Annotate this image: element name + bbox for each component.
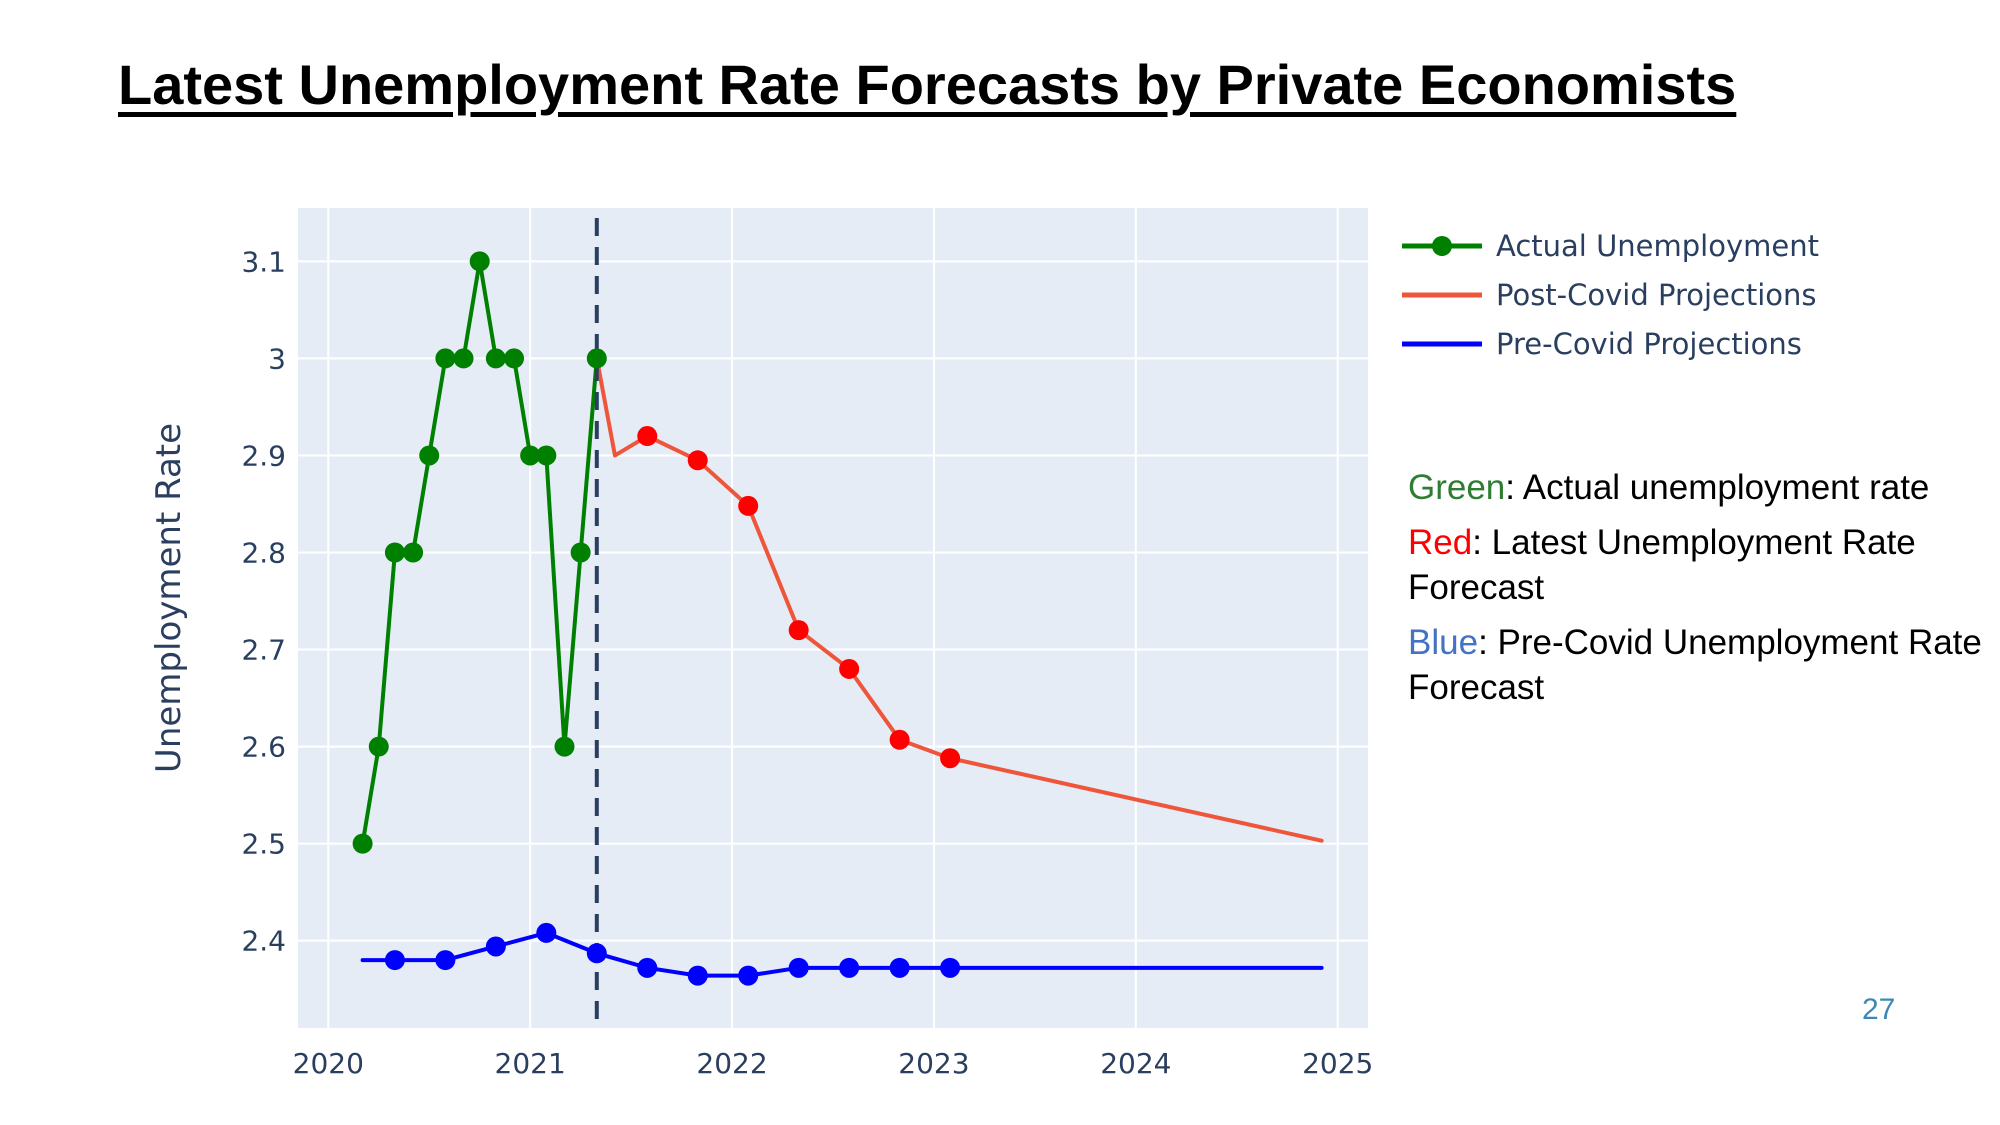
data-point-0: [419, 445, 440, 466]
data-point-4: [586, 943, 607, 964]
y-tick-label: 3.1: [241, 245, 286, 278]
data-point-0: [485, 348, 506, 369]
slide-title: Latest Unemployment Rate Forecasts by Pr…: [118, 53, 1737, 116]
color-key-annotations: Green: Actual unemployment rate Red: Lat…: [1408, 465, 1988, 720]
data-point-4: [536, 922, 557, 943]
y-tick-label: 2.6: [241, 731, 286, 764]
legend-swatch-marker: [1432, 236, 1452, 256]
legend-label: Post-Covid Projections: [1496, 278, 1817, 312]
data-point-4: [788, 957, 809, 978]
annotation-green: Green: Actual unemployment rate: [1408, 465, 1988, 510]
series-line-1: [594, 356, 1324, 843]
x-tick-label: 2021: [495, 1047, 566, 1080]
data-point-0: [520, 445, 541, 466]
data-point-0: [504, 348, 525, 369]
x-tick-label: 2023: [898, 1047, 969, 1080]
y-tick-label: 2.7: [241, 634, 286, 667]
data-point-4: [738, 965, 759, 986]
y-tick-label: 2.5: [241, 828, 286, 861]
data-point-2: [687, 450, 708, 471]
x-tick-label: 2024: [1100, 1047, 1171, 1080]
data-point-2: [788, 620, 809, 641]
data-point-0: [352, 833, 373, 854]
data-point-0: [586, 348, 607, 369]
data-point-0: [435, 348, 456, 369]
annotation-blue-key: Blue: [1408, 623, 1479, 662]
x-tick-label: 2025: [1302, 1047, 1373, 1080]
annotation-green-text: : Actual unemployment rate: [1505, 468, 1930, 507]
y-tick-label: 2.8: [241, 536, 286, 569]
legend-label: Pre-Covid Projections: [1496, 327, 1802, 361]
data-point-4: [940, 957, 961, 978]
annotation-green-key: Green: [1408, 468, 1506, 507]
data-point-0: [368, 736, 389, 757]
data-point-2: [889, 729, 910, 750]
data-point-4: [889, 957, 910, 978]
data-point-0: [536, 445, 557, 466]
data-point-2: [839, 658, 860, 679]
annotation-red-key: Red: [1408, 523, 1473, 562]
data-point-4: [687, 965, 708, 986]
data-point-4: [637, 957, 658, 978]
annotation-red-text: : Latest Unemployment Rate Forecast: [1408, 523, 1916, 607]
annotation-blue: Blue: Pre-Covid Unemployment Rate Foreca…: [1408, 620, 1988, 710]
data-point-2: [940, 748, 961, 769]
legend-label: Actual Unemployment: [1496, 229, 1819, 263]
page-number: 27: [1862, 993, 1896, 1026]
y-tick-label: 2.9: [241, 439, 286, 472]
data-point-2: [637, 426, 658, 447]
data-point-4: [435, 950, 456, 971]
data-point-4: [485, 936, 506, 957]
data-point-0: [403, 542, 424, 563]
plot-background: [298, 208, 1368, 1028]
data-point-0: [570, 542, 591, 563]
y-tick-label: 2.4: [241, 925, 286, 958]
data-point-2: [738, 495, 759, 516]
x-tick-label: 2020: [293, 1047, 364, 1080]
annotation-blue-text: : Pre-Covid Unemployment Rate Forecast: [1408, 623, 1982, 707]
annotation-red: Red: Latest Unemployment Rate Forecast: [1408, 520, 1988, 610]
data-point-0: [384, 542, 405, 563]
x-tick-label: 2022: [696, 1047, 767, 1080]
y-axis-title: Unemployment Rate: [149, 423, 189, 773]
data-point-0: [469, 251, 490, 272]
y-tick-label: 3: [268, 342, 286, 375]
data-point-0: [554, 736, 575, 757]
data-point-4: [839, 957, 860, 978]
data-point-4: [384, 950, 405, 971]
data-point-0: [453, 348, 474, 369]
